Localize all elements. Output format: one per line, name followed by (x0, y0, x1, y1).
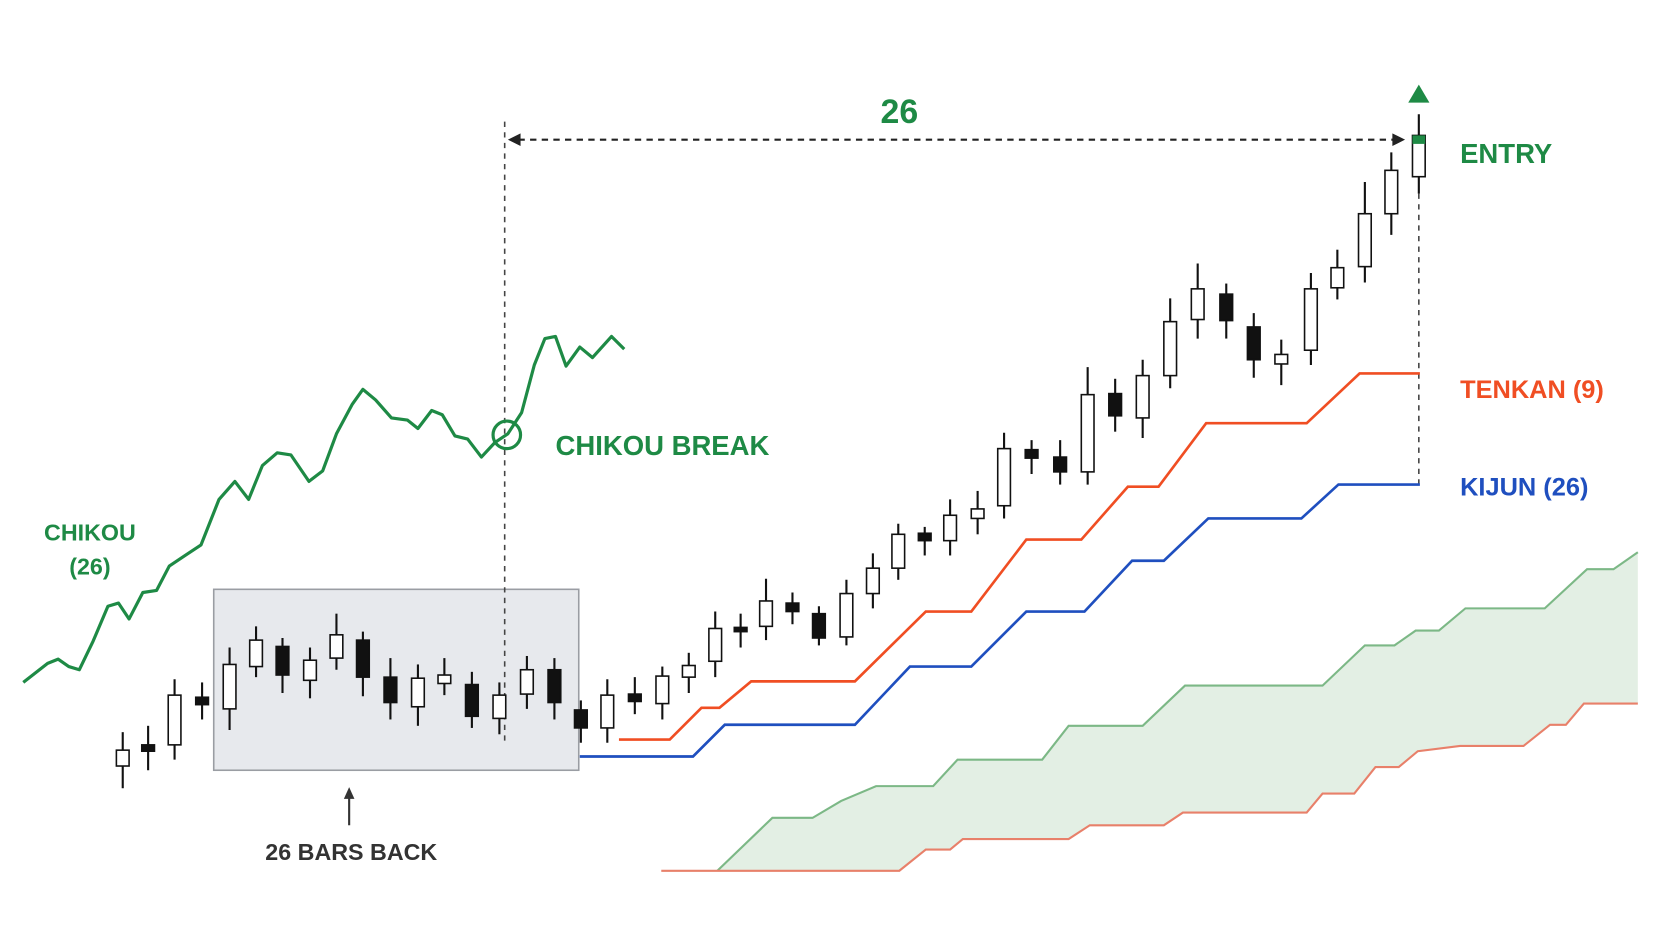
candle-body (1190, 288, 1205, 321)
candle-body (410, 677, 426, 708)
candle-body (464, 683, 480, 718)
candle-body (655, 675, 670, 705)
kumo-cloud (661, 551, 1639, 872)
candle-body (492, 694, 507, 720)
candle-body (811, 612, 827, 639)
candle-body (355, 639, 371, 678)
candle-body (733, 626, 748, 633)
entry-cap (1412, 135, 1426, 144)
candle-body (222, 663, 237, 710)
entry-marker (1408, 84, 1430, 103)
break-circle (491, 419, 523, 451)
candle-body (547, 668, 562, 704)
candle-body (600, 694, 615, 729)
entry-label: ENTRY (1460, 138, 1552, 169)
candle-body (167, 694, 182, 746)
candle-body (140, 744, 156, 752)
candle-body (1330, 266, 1345, 289)
tenkan-label: TENKAN (9) (1460, 376, 1604, 404)
candle-body (942, 514, 958, 542)
indicator-lines (22, 334, 1420, 758)
candle-body (681, 664, 696, 678)
kijun-line (579, 483, 1420, 758)
chikou-break-label: CHIKOU BREAK (555, 430, 769, 461)
candle-body (519, 668, 535, 695)
candle-body (1163, 320, 1178, 377)
candle-body (248, 639, 264, 668)
tenkan-line (618, 372, 1420, 741)
span-label: 26 (881, 93, 919, 131)
candle-body (708, 627, 723, 663)
candle-body (1053, 456, 1068, 473)
candle-body (1246, 326, 1261, 361)
candle-body (1219, 293, 1234, 322)
cloud-fill (661, 552, 1638, 871)
senkou-b (661, 702, 1638, 872)
candle-body (1080, 393, 1095, 473)
bars-back-label: 26 BARS BACK (265, 839, 437, 865)
candle-body (194, 696, 210, 706)
candle-body (785, 602, 800, 613)
candle-body (329, 634, 344, 659)
candle-body (437, 674, 452, 685)
chikou-line (22, 334, 626, 684)
senkou-a (716, 551, 1639, 872)
candle-body (1303, 288, 1319, 352)
candle-body (758, 600, 774, 628)
candle-body (383, 676, 398, 704)
candle-body (1108, 392, 1123, 417)
candle-body (1357, 212, 1373, 268)
candle-body (1274, 353, 1289, 365)
candle-body (865, 567, 881, 595)
kijun-label: KIJUN (26) (1460, 474, 1588, 502)
candle-body (275, 645, 290, 676)
candle-body (917, 532, 932, 542)
chikou-label: CHIKOU (44, 519, 136, 545)
span-arrowheads (507, 133, 1406, 147)
candle-body (996, 447, 1012, 507)
candle-body (839, 592, 854, 638)
candle-body (1384, 169, 1399, 215)
candles (115, 114, 1426, 789)
bars-back-arrowhead (343, 787, 355, 799)
candle-body (1024, 448, 1039, 459)
candle-body (573, 709, 589, 729)
candle-body (115, 749, 130, 767)
candle-body (302, 659, 318, 682)
candle-body (970, 508, 985, 520)
chikou-label: (26) (69, 553, 110, 579)
candle-body (1135, 374, 1150, 419)
candle-body (891, 533, 906, 569)
candle-body (627, 693, 642, 703)
